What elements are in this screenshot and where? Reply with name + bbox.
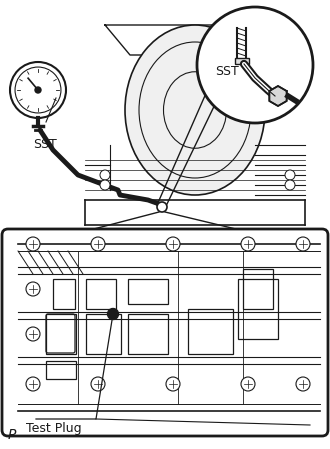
- Circle shape: [166, 377, 180, 391]
- Circle shape: [35, 87, 41, 93]
- Circle shape: [241, 237, 255, 251]
- Bar: [46, 361, 76, 379]
- Circle shape: [197, 7, 313, 123]
- FancyBboxPatch shape: [2, 229, 328, 436]
- Bar: [235, 58, 249, 64]
- Text: SST: SST: [33, 138, 57, 151]
- Circle shape: [285, 180, 295, 190]
- Circle shape: [296, 377, 310, 391]
- Bar: [238, 279, 278, 339]
- Bar: [128, 279, 168, 304]
- Circle shape: [91, 377, 105, 391]
- Circle shape: [157, 202, 167, 212]
- Circle shape: [10, 62, 66, 118]
- Circle shape: [91, 237, 105, 251]
- Bar: [243, 269, 273, 309]
- Circle shape: [166, 237, 180, 251]
- Polygon shape: [269, 86, 287, 106]
- Bar: [128, 314, 168, 354]
- Bar: [53, 279, 75, 309]
- Text: SST: SST: [215, 65, 239, 78]
- Ellipse shape: [125, 25, 265, 195]
- Bar: [86, 279, 116, 309]
- Text: P: P: [8, 428, 16, 442]
- Circle shape: [285, 170, 295, 180]
- Circle shape: [241, 377, 255, 391]
- Circle shape: [108, 308, 118, 320]
- Bar: [46, 314, 76, 354]
- Bar: [86, 314, 121, 354]
- Bar: [188, 309, 233, 354]
- Bar: [85, 15, 310, 225]
- Circle shape: [26, 377, 40, 391]
- Text: Test Plug: Test Plug: [26, 422, 82, 435]
- Circle shape: [26, 327, 40, 341]
- Circle shape: [100, 170, 110, 180]
- Circle shape: [100, 180, 110, 190]
- Circle shape: [26, 237, 40, 251]
- Circle shape: [296, 237, 310, 251]
- Circle shape: [26, 282, 40, 296]
